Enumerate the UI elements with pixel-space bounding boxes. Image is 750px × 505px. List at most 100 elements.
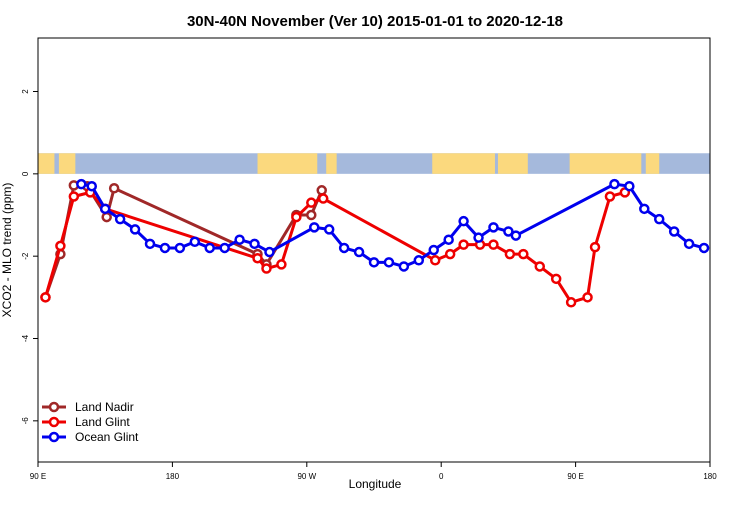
legend-marker — [48, 416, 60, 428]
data-point-land-glint — [276, 259, 287, 270]
data-point-land-glint — [68, 191, 80, 202]
data-point-ocean-glint — [86, 180, 98, 192]
data-point-ocean-glint — [99, 203, 111, 215]
legend-label: Land Nadir — [75, 400, 134, 414]
data-point-ocean-glint — [398, 261, 410, 272]
data-point-ocean-glint — [413, 255, 425, 266]
x-axis-label: Longitude — [349, 477, 402, 491]
data-point-land-glint — [261, 263, 272, 274]
ocean-band — [38, 153, 710, 174]
series-land-nadir — [40, 180, 327, 303]
series-line-land-glint — [44, 190, 626, 304]
legend-label: Ocean Glint — [75, 430, 139, 444]
data-point-land-glint — [488, 239, 499, 250]
data-point-land-glint — [306, 197, 317, 208]
series-land-glint — [40, 187, 631, 308]
data-point-land-glint — [444, 248, 456, 260]
data-point-ocean-glint — [473, 232, 484, 243]
legend-item-land-nadir: Land Nadir — [42, 400, 134, 414]
data-point-land-glint — [534, 261, 546, 272]
data-point-land-glint — [252, 252, 263, 264]
land-band — [497, 153, 528, 174]
data-point-land-glint — [518, 248, 529, 260]
land-band — [645, 153, 660, 174]
data-point-ocean-glint — [323, 224, 335, 235]
data-point-ocean-glint — [653, 213, 665, 225]
series-line-land-nadir — [44, 183, 324, 298]
data-point-ocean-glint — [368, 257, 380, 268]
data-point-ocean-glint — [503, 226, 514, 237]
data-point-land-glint — [582, 292, 593, 303]
x-tick-label: 0 — [439, 472, 444, 481]
data-point-ocean-glint — [668, 226, 680, 237]
x-tick-label: 90 E — [30, 472, 46, 481]
data-point-land-nadir — [108, 183, 120, 194]
data-point-land-glint — [550, 273, 562, 285]
legend-item-ocean-glint: Ocean Glint — [42, 430, 139, 444]
plot-frame — [37, 37, 711, 463]
data-point-land-nadir — [316, 185, 327, 196]
data-point-ocean-glint — [234, 234, 245, 245]
data-point-ocean-glint — [219, 242, 230, 254]
chart-title: 30N-40N November (Ver 10) 2015-01-01 to … — [187, 13, 563, 30]
data-point-land-glint — [429, 255, 441, 266]
data-point-ocean-glint — [129, 224, 141, 235]
data-point-land-nadir — [101, 211, 112, 223]
x-tick-label: 180 — [703, 472, 717, 481]
data-point-ocean-glint — [698, 242, 710, 254]
y-tick-label: -6 — [21, 417, 30, 425]
land-ocean-strip — [38, 153, 710, 174]
data-point-ocean-glint — [639, 203, 650, 215]
data-point-land-glint — [589, 241, 601, 253]
data-point-ocean-glint — [458, 215, 469, 227]
land-band — [38, 153, 55, 174]
data-point-ocean-glint — [383, 257, 395, 268]
data-point-land-glint — [55, 240, 66, 252]
data-point-ocean-glint — [353, 246, 365, 258]
data-point-ocean-glint — [189, 236, 201, 248]
data-point-land-glint — [458, 239, 469, 250]
y-tick-label: 0 — [21, 171, 30, 176]
legend-marker — [48, 401, 60, 413]
data-point-ocean-glint — [174, 242, 186, 254]
data-point-ocean-glint — [144, 238, 156, 250]
series-ocean-glint — [76, 178, 710, 272]
legend-item-land-glint: Land Glint — [42, 415, 130, 429]
data-point-land-glint — [604, 191, 616, 202]
y-tick-label: -2 — [21, 252, 30, 260]
data-point-land-glint — [291, 211, 302, 223]
data-point-ocean-glint — [249, 238, 260, 250]
data-point-ocean-glint — [159, 242, 171, 254]
data-point-ocean-glint — [114, 213, 126, 225]
data-point-ocean-glint — [309, 222, 320, 233]
data-point-land-glint — [504, 248, 516, 260]
y-axis-label: XCO2 - MLO trend (ppm) — [0, 183, 14, 318]
land-band — [326, 153, 337, 174]
legend-marker — [48, 431, 60, 443]
land-band — [569, 153, 642, 174]
data-point-ocean-glint — [683, 238, 695, 250]
data-point-ocean-glint — [624, 180, 635, 192]
data-point-ocean-glint — [76, 178, 87, 190]
land-band — [432, 153, 495, 174]
x-tick-label: 90 E — [567, 472, 583, 481]
data-point-ocean-glint — [609, 178, 620, 190]
data-point-ocean-glint — [443, 234, 454, 245]
series-group — [40, 178, 710, 308]
data-point-land-glint — [40, 292, 51, 303]
data-point-land-glint — [317, 193, 329, 204]
x-tick-label: 90 W — [297, 472, 316, 481]
land-band — [257, 153, 318, 174]
y-tick-label: -4 — [21, 334, 30, 342]
legend-label: Land Glint — [75, 415, 130, 429]
data-point-ocean-glint — [510, 230, 522, 241]
data-point-land-glint — [565, 297, 577, 308]
data-point-land-nadir — [306, 209, 317, 221]
data-point-ocean-glint — [264, 246, 275, 258]
y-tick-label: 2 — [21, 89, 30, 94]
land-band — [58, 153, 76, 174]
axes: 90 E 180 90 W 0 90 E 180 -6 -4 -2 0 2 — [21, 89, 717, 481]
data-point-ocean-glint — [428, 244, 439, 256]
